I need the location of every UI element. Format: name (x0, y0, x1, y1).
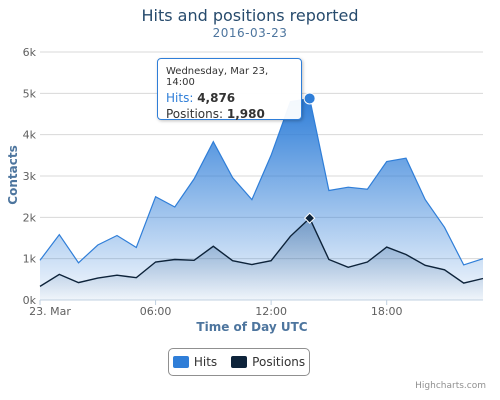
legend-item-positions[interactable]: Positions (231, 355, 305, 369)
plot-area (39, 97, 484, 300)
y-tick-label: 6k (23, 46, 37, 59)
hover-markers (303, 92, 316, 224)
series-area-positions (40, 218, 483, 300)
tooltip-date: Wednesday, Mar 23, 14:00 (166, 66, 269, 88)
legend-label-positions: Positions (252, 355, 306, 369)
tooltip-positions-row: Positions: 1,980 (166, 107, 265, 121)
tooltip: Wednesday, Mar 23, 14:00 Hits: 4,876 Pos… (157, 58, 302, 121)
tooltip-hits-value: 4,876 (197, 91, 236, 105)
credits-link[interactable]: Highcharts.com (415, 381, 486, 391)
x-axis-ticks: 23. Mar 06:00 12:00 18:00 (29, 300, 403, 318)
x-axis-title: Time of Day UTC (196, 320, 307, 334)
x-tick-label: 12:00 (255, 305, 287, 318)
chart-title: Hits and positions reported (141, 6, 358, 25)
tooltip-positions-value: 1,980 (226, 107, 265, 121)
legend-swatch-positions (231, 356, 248, 368)
y-tick-label: 4k (23, 129, 37, 142)
hover-marker-hits (303, 92, 316, 105)
y-axis-title: Contacts (6, 145, 20, 204)
legend: Hits Positions (168, 348, 310, 376)
hover-marker-positions (303, 212, 316, 224)
tooltip-hits-label: Hits (166, 91, 190, 105)
x-tick-label: 23. Mar (29, 305, 71, 318)
legend-swatch-hits (172, 356, 189, 368)
series-line-hits (39, 97, 484, 266)
x-tick-label: 06:00 (140, 305, 172, 318)
legend-label-hits: Hits (193, 355, 218, 369)
y-tick-label: 1k (23, 253, 37, 266)
y-tick-label: 2k (23, 211, 37, 224)
x-tick-label: 18:00 (371, 305, 403, 318)
tooltip-positions-label: Positions (166, 107, 219, 121)
y-tick-label: 5k (23, 87, 37, 100)
y-tick-label: 0k (23, 294, 37, 307)
tooltip-hits-row: Hits: 4,876 (166, 91, 236, 105)
y-axis-ticks: 0k 1k 2k 3k 4k 5k 6k (23, 46, 37, 307)
y-tick-label: 3k (23, 170, 37, 183)
series-line-positions (39, 217, 484, 287)
legend-item-hits[interactable]: Hits (172, 355, 218, 369)
chart-subtitle: 2016-03-23 (213, 26, 288, 40)
series-area-hits (40, 98, 483, 300)
